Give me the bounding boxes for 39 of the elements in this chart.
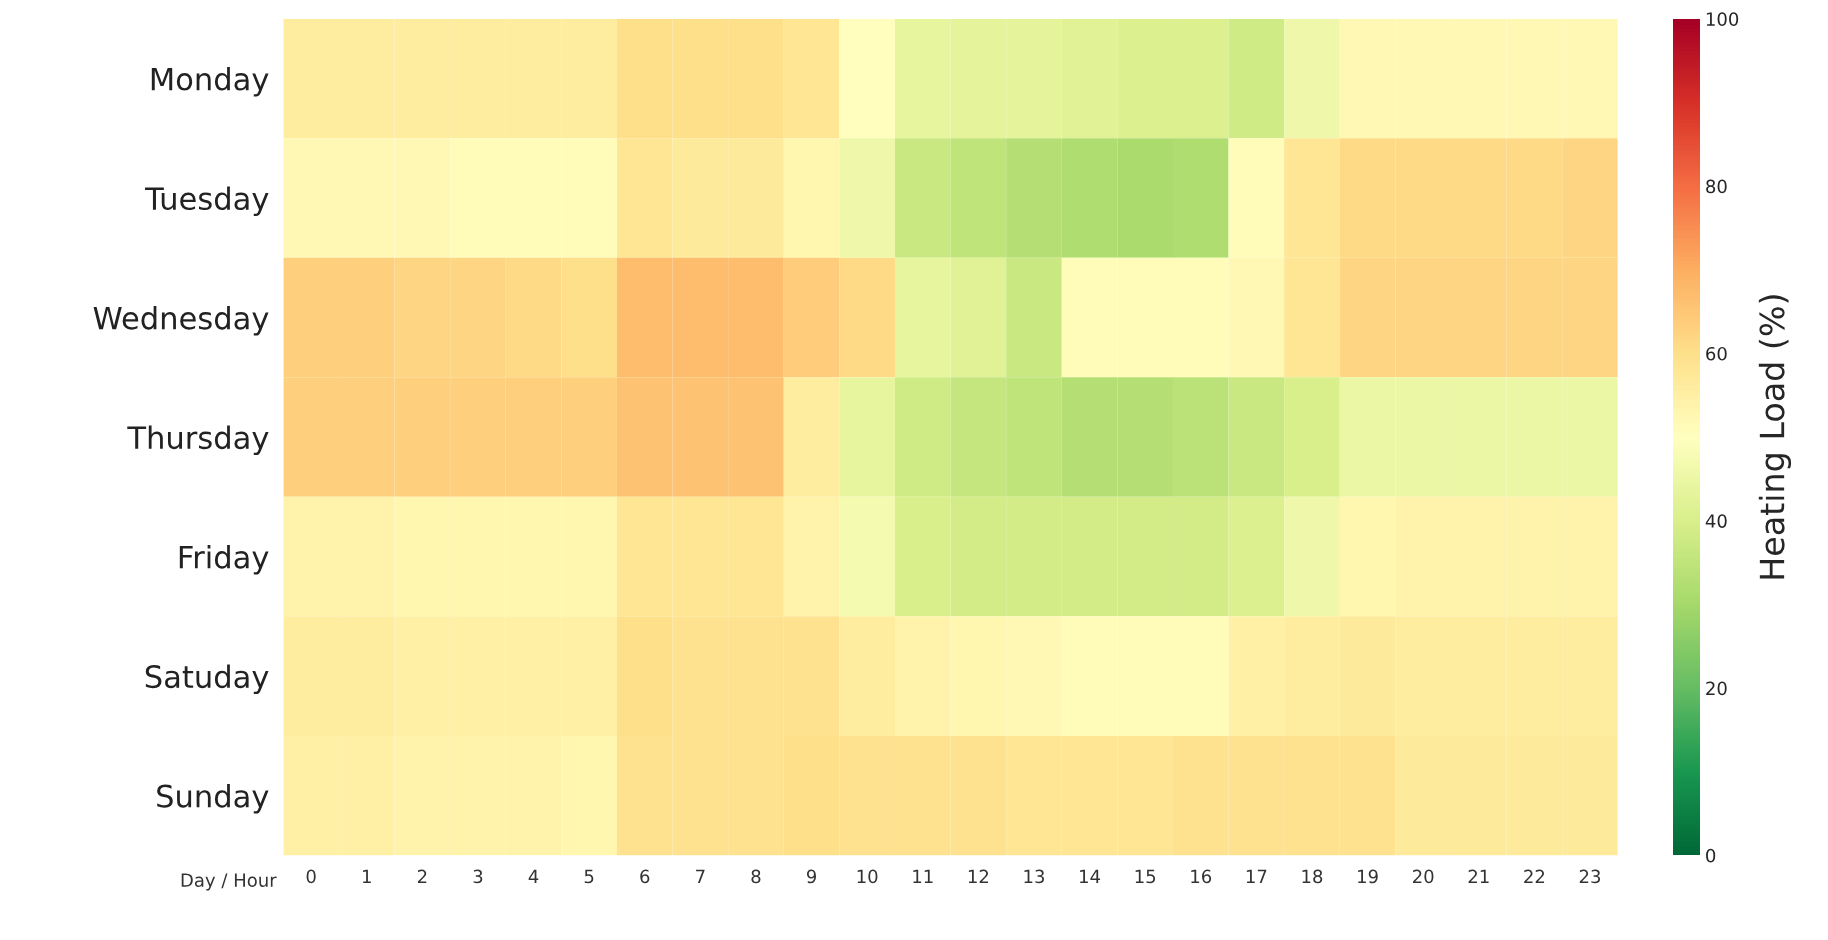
color-bar-label: 20 — [1706, 681, 1727, 696]
x-tick-label: 19 — [1358, 869, 1378, 884]
x-tick-label: 0 — [306, 869, 316, 884]
x-tick-label: 6 — [640, 869, 650, 884]
y-tick-label: Tuesday — [145, 186, 269, 217]
x-tick-label: 11 — [913, 869, 933, 884]
color-bar-label: 60 — [1706, 346, 1727, 361]
color-bar-label: 0 — [1706, 848, 1716, 863]
x-tick-label: 23 — [1579, 869, 1601, 884]
x-tick-label: 5 — [584, 869, 594, 884]
x-tick-label: 1 — [362, 869, 371, 884]
x-tick-label: 8 — [751, 869, 761, 884]
x-tick-label: 10 — [857, 869, 878, 884]
x-tick-label: 17 — [1246, 869, 1267, 884]
y-tick-label: Thursday — [127, 425, 269, 456]
x-tick-label: 4 — [528, 869, 539, 884]
x-tick-label: 14 — [1080, 869, 1101, 884]
color-bar-label: 80 — [1706, 179, 1727, 194]
x-tick-label: 3 — [473, 869, 483, 884]
x-tick-label: 22 — [1524, 869, 1545, 884]
x-tick-label: 15 — [1135, 869, 1156, 884]
y-tick-label: Friday — [179, 545, 269, 575]
x-axis-title: Day / Hour — [181, 873, 277, 891]
x-tick-label: 20 — [1413, 869, 1434, 884]
color-bar-title: Heating Load (%) — [1758, 295, 1792, 579]
x-tick-label: 9 — [806, 869, 817, 884]
y-tick-label: Monday — [151, 66, 269, 97]
x-tick-label: 21 — [1468, 869, 1489, 884]
y-tick-label: Satuday — [145, 664, 269, 695]
y-tick-label: Wednesday — [93, 305, 269, 336]
x-tick-label: 7 — [696, 869, 705, 884]
x-tick-label: 12 — [968, 869, 989, 884]
color-bar-label: 100 — [1706, 12, 1739, 26]
x-tick-label: 18 — [1302, 869, 1323, 884]
x-tick-label: 13 — [1024, 869, 1044, 884]
x-tick-label: 2 — [417, 869, 427, 884]
x-tick-label: 16 — [1191, 869, 1212, 884]
color-bar-label: 40 — [1705, 514, 1727, 528]
y-tick-label: Sunday — [157, 784, 269, 814]
